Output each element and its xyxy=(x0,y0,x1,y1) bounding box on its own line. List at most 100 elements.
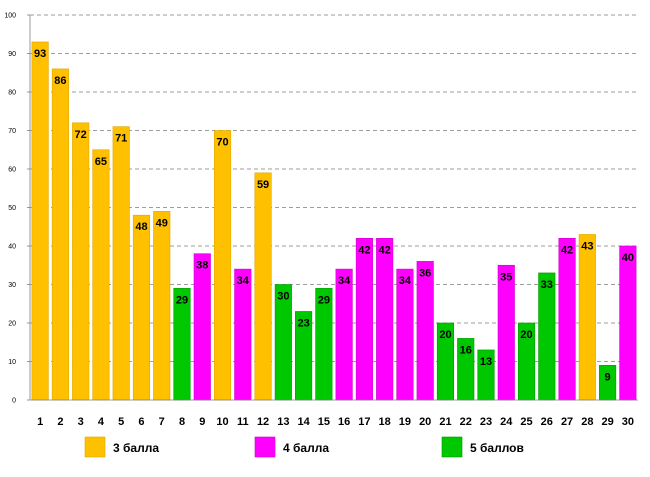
x-tick-label-3: 3 xyxy=(78,416,84,428)
x-tick-label-17: 17 xyxy=(358,416,370,428)
data-label-22: 16 xyxy=(460,344,472,356)
x-tick-label-14: 14 xyxy=(297,416,310,428)
y-tick-label-40: 40 xyxy=(8,244,16,251)
data-label-13: 30 xyxy=(277,291,289,303)
data-label-30: 40 xyxy=(622,252,634,264)
bar-12 xyxy=(254,172,272,401)
data-label-8: 29 xyxy=(176,294,188,306)
bars xyxy=(31,41,637,401)
data-label-2: 86 xyxy=(54,75,66,87)
bar-1 xyxy=(31,41,49,401)
legend-swatch-4 xyxy=(254,436,276,458)
x-tick-label-26: 26 xyxy=(541,416,553,428)
bar-19 xyxy=(396,268,414,401)
bar-10 xyxy=(213,130,232,401)
x-tick-label-6: 6 xyxy=(138,416,144,428)
x-tick-label-18: 18 xyxy=(379,416,391,428)
x-tick-label-1: 1 xyxy=(37,416,43,428)
y-tick-label-30: 30 xyxy=(8,282,16,289)
y-tick-label-10: 10 xyxy=(8,359,16,366)
y-tick-label-80: 80 xyxy=(8,90,16,97)
bar-16 xyxy=(335,268,353,401)
data-label-4: 65 xyxy=(95,156,107,168)
bar-5 xyxy=(112,126,130,401)
data-label-6: 48 xyxy=(135,221,147,233)
data-label-25: 20 xyxy=(520,329,532,341)
y-tick-label-90: 90 xyxy=(8,51,16,58)
x-tick-label-12: 12 xyxy=(257,416,269,428)
bar-7 xyxy=(153,211,171,401)
x-tick-label-30: 30 xyxy=(622,416,634,428)
data-label-15: 29 xyxy=(318,294,330,306)
x-tick-label-21: 21 xyxy=(439,416,451,428)
y-tick-label-60: 60 xyxy=(8,167,16,174)
legend-swatch-5 xyxy=(441,436,463,458)
x-tick-label-8: 8 xyxy=(179,416,185,428)
x-tick-label-19: 19 xyxy=(399,416,411,428)
x-tick-label-24: 24 xyxy=(500,416,513,428)
data-label-29: 9 xyxy=(605,371,611,383)
legend-label-5: 5 баллов xyxy=(470,441,524,455)
x-tick-label-10: 10 xyxy=(216,416,228,428)
data-label-24: 35 xyxy=(500,271,512,283)
y-tick-label-50: 50 xyxy=(8,205,16,212)
data-label-27: 42 xyxy=(561,244,573,256)
bar-30 xyxy=(619,245,637,401)
x-tick-label-16: 16 xyxy=(338,416,350,428)
x-tick-label-13: 13 xyxy=(277,416,289,428)
x-tick-label-4: 4 xyxy=(98,416,105,428)
bar-18 xyxy=(376,238,394,401)
bar-2 xyxy=(51,68,69,401)
data-label-12: 59 xyxy=(257,179,269,191)
data-label-11: 34 xyxy=(237,275,250,287)
bar-9 xyxy=(193,253,211,401)
y-tick-label-20: 20 xyxy=(8,321,16,328)
x-axis-ticks: 1 2 3 4 5 6 7 8 9 10 11 12 13 14 15 16 17 18 19 20 21 22 23 24 2… xyxy=(37,416,634,428)
data-label-14: 23 xyxy=(297,317,309,329)
y-tick-label-100: 100 xyxy=(4,13,16,20)
x-tick-label-15: 15 xyxy=(318,416,330,428)
x-tick-label-23: 23 xyxy=(480,416,492,428)
bar-3 xyxy=(72,122,90,401)
data-label-20: 36 xyxy=(419,267,431,279)
data-label-3: 72 xyxy=(75,129,87,141)
data-label-17: 42 xyxy=(358,244,370,256)
x-tick-label-5: 5 xyxy=(118,416,124,428)
data-label-19: 34 xyxy=(399,275,412,287)
x-tick-label-22: 22 xyxy=(460,416,472,428)
x-tick-label-11: 11 xyxy=(237,416,249,428)
x-tick-label-2: 2 xyxy=(57,416,63,428)
x-tick-label-9: 9 xyxy=(199,416,205,428)
bar-20 xyxy=(416,261,434,401)
data-label-18: 42 xyxy=(379,244,391,256)
bar-26 xyxy=(538,272,556,401)
x-tick-label-27: 27 xyxy=(561,416,573,428)
data-label-1: 93 xyxy=(34,48,46,60)
data-label-23: 13 xyxy=(480,356,492,368)
data-label-26: 33 xyxy=(541,279,553,291)
bar-11 xyxy=(234,268,252,401)
data-label-21: 20 xyxy=(439,329,451,341)
bar-27 xyxy=(558,238,576,401)
data-label-28: 43 xyxy=(581,240,593,252)
x-tick-label-20: 20 xyxy=(419,416,431,428)
x-tick-label-7: 7 xyxy=(159,416,165,428)
y-axis-ticks: 0 10 20 30 40 50 60 70 80 90 100 xyxy=(4,13,30,405)
bar-17 xyxy=(355,238,373,401)
bar-28 xyxy=(578,234,596,401)
y-tick-label-70: 70 xyxy=(8,128,16,135)
y-tick-label-0: 0 xyxy=(12,398,16,405)
data-label-10: 70 xyxy=(216,137,228,149)
legend-label-4: 4 балла xyxy=(283,441,329,455)
bar-6 xyxy=(132,214,151,401)
grid-lines xyxy=(30,14,638,362)
x-tick-label-29: 29 xyxy=(601,416,613,428)
legend-swatch-3 xyxy=(84,436,106,458)
data-labels: 93 86 72 65 71 48 49 29 38 70 34 59 30 23 29 34 42 42 34 36… xyxy=(34,48,634,383)
bar-4 xyxy=(92,149,110,401)
legend-label-3: 3 балла xyxy=(113,441,159,455)
bar-24 xyxy=(497,264,515,401)
data-label-7: 49 xyxy=(156,217,168,229)
data-label-5: 71 xyxy=(115,133,127,145)
